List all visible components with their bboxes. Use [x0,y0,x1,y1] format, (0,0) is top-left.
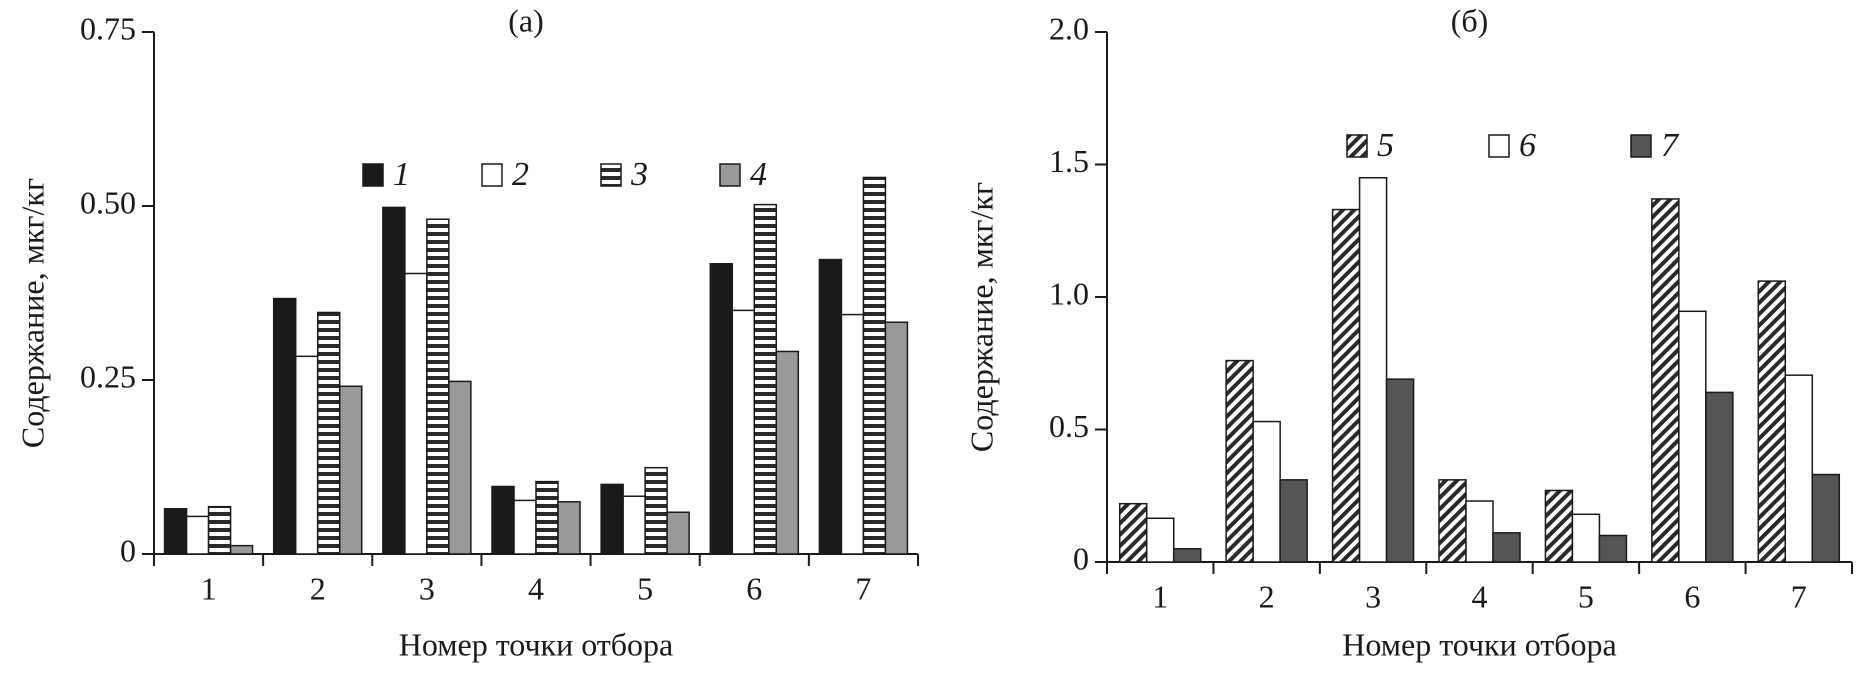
bar [1172,548,1202,563]
bar [272,297,297,555]
bar [1358,177,1388,563]
bar [1678,310,1707,563]
bar [491,485,515,555]
y-tick-label: 0.75 [80,10,136,46]
y-tick-label: 1.5 [1049,143,1089,179]
bar [775,350,800,555]
bar [294,355,319,555]
bar [1331,208,1361,563]
legend-label: 7 [1661,127,1680,164]
bar [382,206,406,555]
bar [207,505,232,555]
bar [535,480,559,555]
legend-label: 5 [1377,127,1394,164]
bar [557,501,581,555]
bar [840,313,865,555]
bar [1784,374,1814,563]
bar [666,511,690,555]
bar [513,499,537,555]
x-tick-label: 2 [310,570,326,606]
legend-swatch [481,163,503,187]
y-tick-label: 1.0 [1049,275,1089,311]
bar [1225,359,1254,563]
x-tick-label: 3 [1365,578,1381,614]
bar [709,263,734,555]
y-axis-title: Содержание, мкг/кг [14,178,50,448]
bar [185,515,210,555]
x-tick-label: 7 [1791,578,1807,614]
legend-label: 3 [630,156,648,193]
bar [404,272,428,555]
bar [600,483,624,555]
x-axis-title: Номер точки отбора [399,626,674,662]
y-tick-label: 0.25 [80,358,136,394]
bar [753,203,778,555]
bar [1598,534,1628,563]
legend-swatch [1488,134,1510,158]
bar [1438,479,1467,563]
bar [1705,391,1734,563]
bar [316,311,341,555]
y-tick-label: 0 [120,532,136,568]
x-tick-label: 6 [1684,578,1700,614]
bar [1492,532,1521,563]
x-axis-title: Номер точки отбора [1342,626,1617,662]
x-tick-label: 5 [637,570,653,606]
x-tick-label: 2 [1259,578,1275,614]
x-tick-label: 7 [855,570,871,606]
y-tick-label: 0.50 [80,184,136,220]
legend-label: 1 [393,156,410,193]
bar [644,466,668,555]
legend-label: 2 [512,156,529,193]
bar [1811,473,1841,563]
bar [1757,280,1787,563]
x-tick-label: 1 [1152,578,1168,614]
bar [229,544,254,555]
bar [1385,378,1415,563]
y-tick-label: 0.5 [1049,408,1089,444]
bar [163,508,188,555]
chart-title: (б) [1451,2,1489,38]
bar [1118,502,1148,563]
bar [1571,513,1601,563]
legend-swatch [1346,134,1368,158]
legend-swatch [719,163,741,187]
bar [731,309,756,555]
x-tick-label: 4 [528,570,544,606]
legend-swatch [1630,134,1652,158]
bar [1279,479,1308,563]
x-tick-label: 3 [419,570,435,606]
bar [1145,517,1175,563]
legend-label: 6 [1519,127,1536,164]
bar [426,218,450,555]
bar [1651,198,1680,563]
bar [818,258,843,555]
bar [884,321,909,555]
bar [622,495,646,555]
bar [448,380,472,555]
chart-title: (а) [508,2,544,38]
legend-swatch [600,163,622,187]
bar [338,385,363,555]
y-tick-label: 2.0 [1049,10,1089,46]
bar [1465,500,1494,563]
x-tick-label: 5 [1578,578,1594,614]
y-axis-title: Содержание, мкг/кг [963,182,999,452]
y-tick-label: 0 [1073,540,1089,576]
x-tick-label: 6 [746,570,762,606]
legend-label: 4 [750,156,767,193]
legend-swatch [362,163,384,187]
bar [1252,420,1281,563]
bar [862,176,887,555]
x-tick-label: 4 [1472,578,1488,614]
x-tick-label: 1 [201,570,217,606]
bar [1544,489,1574,563]
